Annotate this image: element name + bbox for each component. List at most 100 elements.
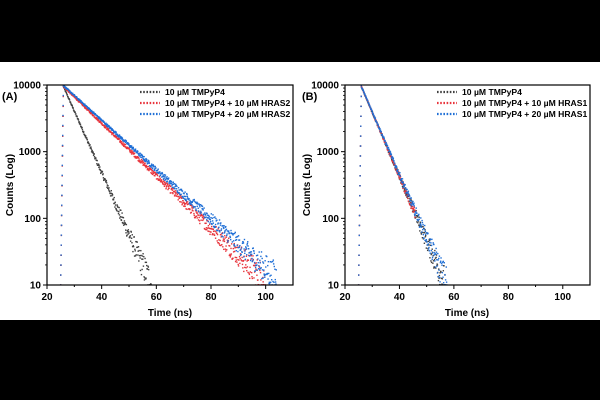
y-tick-label: 100 [24,214,41,225]
data-point [231,241,234,243]
data-point [238,246,240,249]
data-point [165,177,168,179]
data-point [62,124,64,127]
data-point [101,170,104,173]
data-point [122,142,124,144]
data-point [154,168,156,170]
data-point [174,191,176,194]
data-point [60,244,62,246]
data-point [422,231,424,234]
data-point [155,172,157,175]
data-point [395,167,397,170]
data-point [123,145,126,147]
data-point [104,127,107,129]
data-point [174,188,176,190]
data-point [211,233,214,236]
data-point [141,255,144,257]
data-point [155,167,157,169]
data-point [166,180,169,182]
data-point [237,265,240,267]
data-point [374,117,377,119]
data-point [71,106,74,109]
data-point [118,136,120,138]
data-point [228,230,230,232]
data-point [130,145,133,147]
data-point [145,165,148,167]
data-point [415,216,417,219]
data-point [225,228,228,231]
data-point [180,188,183,191]
data-point [398,176,400,178]
data-point [249,266,251,269]
data-point [436,259,438,261]
data-point [439,281,441,283]
data-point [157,177,159,180]
data-point [419,223,422,225]
data-point [136,241,138,243]
data-point [109,128,111,130]
data-point [144,165,147,168]
data-point [236,235,239,238]
data-point [118,211,120,213]
data-point [424,239,426,242]
data-point [421,231,423,233]
data-point [250,251,253,253]
data-point [187,201,189,203]
data-point [419,222,421,224]
data-point [217,223,219,225]
data-point [235,236,237,239]
data-point [269,260,272,263]
data-point [88,107,91,109]
data-point [230,243,233,245]
data-point [97,163,100,165]
data-point [233,250,236,253]
data-point [99,121,101,123]
data-point [126,230,129,232]
data-point [267,278,269,280]
data-point [129,149,131,151]
data-point [210,216,212,219]
data-point [254,266,257,269]
data-point [389,152,391,154]
data-point [106,186,108,188]
data-point [147,168,149,170]
data-point [198,220,201,222]
data-point [213,226,215,229]
y-axis: 10 100 1000 10000 Counts (Log) [302,81,345,292]
data-point [418,218,420,221]
data-point [245,267,247,269]
data-point [99,166,101,168]
data-point [122,139,124,141]
data-point [186,201,188,203]
data-point [401,185,404,188]
data-point [205,216,207,218]
data-point [377,123,379,125]
data-point [238,239,241,241]
data-point [191,204,193,206]
data-point [221,243,223,246]
data-point [145,261,148,264]
data-point [240,259,242,261]
data-point [207,216,209,219]
data-point [404,189,406,191]
data-point [166,176,168,178]
data-point [60,264,62,266]
data-point [99,117,101,120]
data-point [431,256,434,259]
chart-panel-a: 20 40 60 80 100 Time (ns) 10 100 1000 10000 Counts… [2,81,294,319]
data-point [69,90,71,92]
data-point [207,230,209,232]
data-point [400,178,403,180]
data-point [215,217,217,220]
data-point [70,103,72,105]
data-point [90,148,92,150]
data-point [99,169,102,172]
data-point [234,239,237,241]
data-point [420,225,422,227]
data-point [254,270,256,272]
data-point [150,171,152,174]
data-point [202,208,204,210]
data-point [416,218,419,221]
data-point [253,250,255,252]
